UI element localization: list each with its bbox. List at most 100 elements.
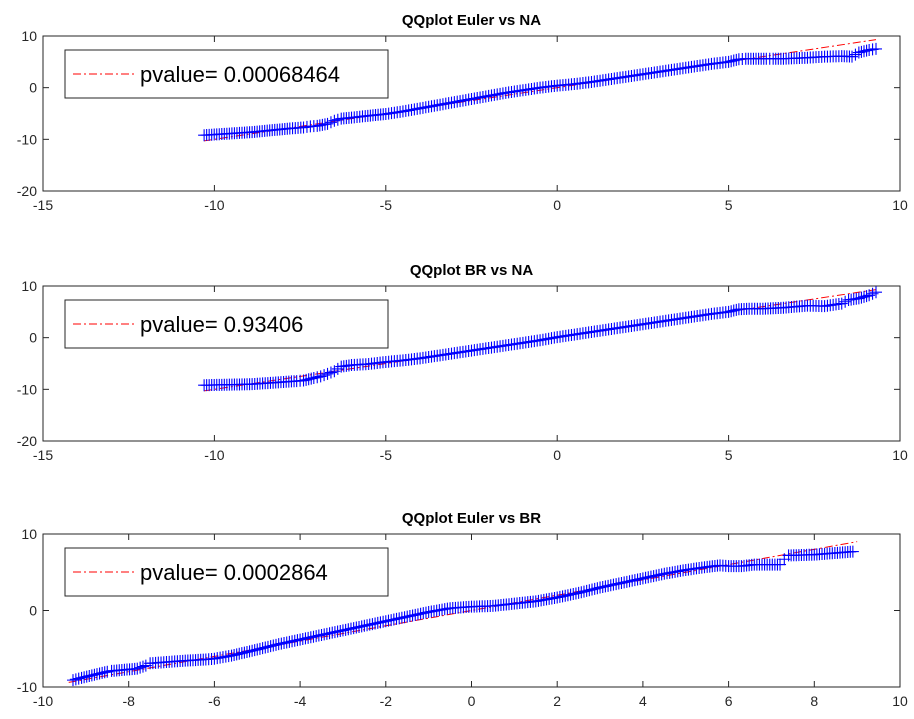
data-point bbox=[668, 63, 681, 76]
legend-label: pvalue= 0.00068464 bbox=[140, 62, 340, 87]
data-point bbox=[294, 374, 307, 387]
data-point bbox=[607, 578, 620, 591]
data-point bbox=[315, 628, 328, 641]
x-tick-label: 4 bbox=[639, 693, 647, 709]
data-point bbox=[634, 572, 647, 585]
data-point bbox=[870, 286, 883, 299]
data-point bbox=[496, 339, 509, 352]
data-point bbox=[353, 620, 366, 633]
data-point bbox=[296, 632, 309, 645]
data-point bbox=[639, 571, 652, 584]
data-point bbox=[302, 373, 315, 386]
data-point bbox=[855, 291, 868, 304]
data-point bbox=[771, 558, 784, 571]
x-tick-label: 10 bbox=[892, 447, 908, 463]
data-point bbox=[69, 673, 82, 686]
data-point bbox=[300, 373, 313, 386]
data-point bbox=[863, 289, 876, 302]
qq-plot-euler-vs-br: -10 -8 -6 -4 -2 0 2 4 6 8 10 -10 0 10 QQplot Euler vs … bbox=[17, 510, 908, 709]
data-point bbox=[256, 642, 269, 655]
data-point bbox=[318, 628, 331, 641]
data-point bbox=[318, 118, 331, 131]
data-point bbox=[832, 297, 845, 310]
data-point bbox=[326, 626, 339, 639]
data-point bbox=[304, 631, 317, 644]
data-point bbox=[409, 608, 422, 621]
data-point bbox=[565, 78, 578, 91]
data-point bbox=[323, 627, 336, 640]
data-point bbox=[387, 613, 400, 626]
data-point bbox=[299, 632, 312, 645]
data-point bbox=[514, 337, 527, 350]
data-point bbox=[843, 50, 856, 63]
data-point bbox=[374, 616, 387, 629]
y-tick-label: -10 bbox=[17, 381, 37, 397]
data-point bbox=[652, 568, 665, 581]
data-point bbox=[305, 372, 318, 385]
data-point bbox=[294, 121, 307, 134]
data-point bbox=[514, 84, 527, 97]
x-tick-label: 0 bbox=[468, 693, 476, 709]
data-point bbox=[564, 588, 577, 601]
x-tick-label: 2 bbox=[553, 693, 561, 709]
data-point bbox=[575, 586, 588, 599]
y-tick-label: 0 bbox=[29, 330, 37, 346]
data-point bbox=[725, 55, 738, 68]
data-point bbox=[342, 623, 355, 636]
y-tick-label: -20 bbox=[17, 433, 37, 449]
data-point bbox=[320, 627, 333, 640]
data-point bbox=[259, 641, 272, 654]
data-point bbox=[616, 71, 629, 84]
data-point bbox=[858, 290, 871, 303]
data-point bbox=[366, 618, 379, 631]
data-point bbox=[83, 669, 96, 682]
data-point bbox=[620, 575, 633, 588]
data-point bbox=[288, 634, 301, 647]
data-point bbox=[642, 571, 655, 584]
data-point bbox=[358, 619, 371, 632]
data-point bbox=[582, 76, 595, 89]
data-point bbox=[307, 630, 320, 643]
data-point bbox=[98, 666, 111, 679]
data-point bbox=[291, 634, 304, 647]
data-point bbox=[88, 668, 101, 681]
data-point bbox=[401, 610, 414, 623]
data-point bbox=[594, 581, 607, 594]
data-point bbox=[616, 321, 629, 334]
data-point bbox=[302, 631, 315, 644]
data-point bbox=[411, 102, 424, 115]
data-point bbox=[233, 647, 246, 660]
data-point bbox=[318, 369, 331, 382]
x-tick-label: 5 bbox=[725, 447, 733, 463]
data-point bbox=[136, 660, 149, 673]
data-point bbox=[314, 370, 327, 383]
data-point bbox=[548, 591, 561, 604]
data-point bbox=[331, 362, 344, 375]
data-point bbox=[230, 648, 243, 661]
data-point bbox=[644, 570, 657, 583]
data-point bbox=[612, 577, 625, 590]
data-point bbox=[294, 633, 307, 646]
data-point bbox=[283, 635, 296, 648]
data-point bbox=[336, 624, 349, 637]
data-point bbox=[852, 46, 865, 59]
data-point bbox=[647, 570, 660, 583]
data-point bbox=[651, 316, 664, 329]
x-tick-label: 0 bbox=[553, 447, 561, 463]
x-tick-label: -4 bbox=[294, 693, 307, 709]
data-point bbox=[702, 58, 715, 71]
data-point bbox=[376, 356, 389, 369]
data-point bbox=[331, 113, 344, 126]
x-tick-label: -2 bbox=[380, 693, 393, 709]
data-point bbox=[75, 671, 88, 684]
data-point bbox=[719, 56, 732, 69]
data-point bbox=[344, 622, 357, 635]
data-point bbox=[419, 606, 432, 619]
data-point bbox=[390, 612, 403, 625]
qq-plot-br-vs-na: -15 -10 -5 0 5 10 -20 -10 0 10 QQplot BR vs NA pval… bbox=[17, 262, 908, 463]
x-tick-label: 10 bbox=[892, 693, 908, 709]
data-point bbox=[496, 87, 509, 100]
x-tick-label: -6 bbox=[208, 693, 221, 709]
data-point bbox=[727, 54, 740, 67]
data-point bbox=[342, 359, 355, 372]
